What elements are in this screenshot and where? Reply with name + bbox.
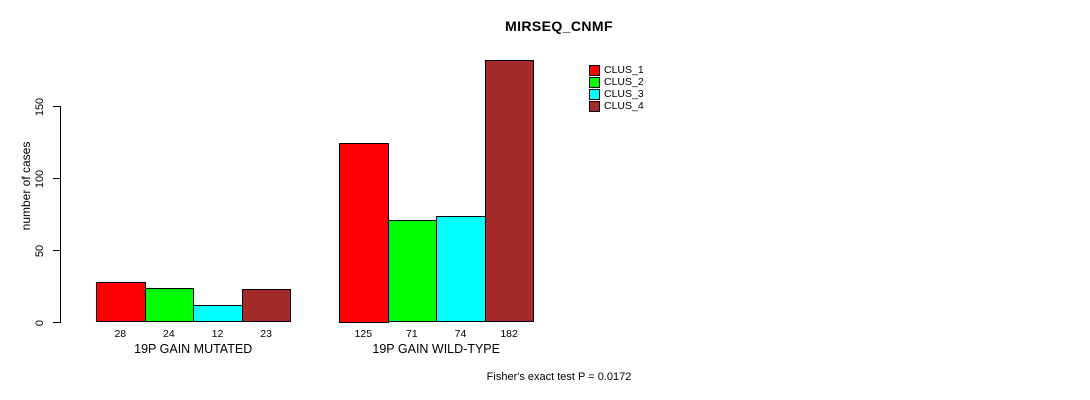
bar-clus-3-19p-gain-mutated <box>193 305 243 323</box>
y-axis-title: number of cases <box>19 141 33 231</box>
bar-value-clus-3-19p-gain-mutated: 12 <box>211 328 224 340</box>
bar-clus-3-19p-gain-wild-type <box>436 215 486 323</box>
bar-clus-2-19p-gain-wild-type <box>387 220 438 323</box>
x-category-label-19p-gain-wild-type: 19P GAIN WILD-TYPE <box>372 342 500 356</box>
bar-value-clus-4-19p-gain-wild-type: 182 <box>500 328 518 340</box>
y-axis-line <box>60 106 61 323</box>
y-tick-label-100: 100 <box>34 169 46 188</box>
y-tick-mark-50 <box>53 250 60 251</box>
legend-swatch-clus-4 <box>589 100 600 112</box>
legend-swatch-clus-2 <box>589 76 600 88</box>
legend-item-clus-1: CLUS_1 <box>589 64 644 76</box>
legend-label-clus-4: CLUS_4 <box>604 100 644 112</box>
legend-label-clus-2: CLUS_2 <box>604 76 644 88</box>
bar-value-clus-1-19p-gain-wild-type: 125 <box>354 328 373 340</box>
footnote: Fisher's exact test P = 0.0172 <box>486 371 632 383</box>
legend: CLUS_1 CLUS_2 CLUS_3 CLUS_4 <box>589 64 644 112</box>
bar-value-clus-1-19p-gain-mutated: 28 <box>114 328 127 340</box>
bar-clus-4-19p-gain-wild-type <box>484 60 535 323</box>
bar-value-clus-4-19p-gain-mutated: 23 <box>260 328 272 340</box>
bar-value-clus-3-19p-gain-wild-type: 74 <box>454 328 467 340</box>
bar-value-clus-2-19p-gain-mutated: 24 <box>163 328 175 340</box>
legend-item-clus-2: CLUS_2 <box>589 76 644 88</box>
legend-item-clus-3: CLUS_3 <box>589 88 644 100</box>
bar-clus-2-19p-gain-mutated <box>144 287 195 323</box>
y-tick-mark-0 <box>53 322 60 323</box>
y-tick-label-50: 50 <box>34 244 46 257</box>
legend-label-clus-3: CLUS_3 <box>604 88 644 100</box>
bar-value-clus-2-19p-gain-wild-type: 71 <box>406 328 418 340</box>
y-tick-label-150: 150 <box>34 97 46 116</box>
legend-swatch-clus-3 <box>589 88 600 100</box>
x-category-label-19p-gain-mutated: 19P GAIN MUTATED <box>134 342 253 356</box>
y-tick-label-0: 0 <box>34 319 46 326</box>
legend-swatch-clus-1 <box>589 64 600 76</box>
y-tick-mark-100 <box>53 178 60 179</box>
chart-title: MIRSEQ_CNMF <box>505 18 613 34</box>
bar-clus-4-19p-gain-mutated <box>241 289 292 323</box>
legend-item-clus-4: CLUS_4 <box>589 100 644 112</box>
bar-clus-1-19p-gain-wild-type <box>339 142 389 323</box>
legend-label-clus-1: CLUS_1 <box>604 64 644 76</box>
bar-clus-1-19p-gain-mutated <box>96 282 146 323</box>
y-tick-mark-150 <box>53 106 60 107</box>
